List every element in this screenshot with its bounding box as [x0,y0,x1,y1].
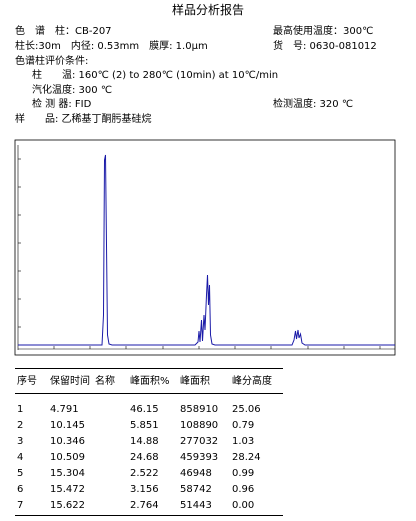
column-spec: 柱长:30m 内径: 0.53mm 膜厚: 1.0μm [15,41,208,52]
table-cell: 24.68 [130,452,159,463]
table-cell: 15.472 [50,484,85,495]
table-cell: 1 [17,404,24,415]
detector-temp: 检测温度: 320 ℃ [273,99,354,110]
report-title: 样品分析报告 [171,3,244,17]
table-cell: 10.145 [50,420,85,431]
sample: 样 品: 乙稀基丁酮肟基硅烷 [15,114,152,125]
table-cell: 10.509 [50,452,85,463]
table-cell: 58742 [180,484,212,495]
oven-temp: 柱 温: 160℃ (2) to 280℃ (10min) at 10℃/min [32,70,279,81]
table-cell: 0.99 [232,468,255,479]
chromatogram [14,139,396,356]
table-cell: 2 [17,420,24,431]
table-cell: 2.764 [130,500,159,511]
table-header-cell: 序号 [17,376,37,387]
table-cell: 15.304 [50,468,85,479]
table-cell: 108890 [180,420,219,431]
table-header-cell: 名称 [95,376,115,387]
table-cell: 1.03 [232,436,255,447]
table-cell: 0.79 [232,420,255,431]
axis-ticks [18,158,381,349]
signal-trace [18,154,395,346]
table-header-cell: 峰面积 [180,376,210,387]
table-cell: 10.346 [50,436,85,447]
table-cell: 7 [17,500,24,511]
table-cell: 46.15 [130,404,159,415]
table-header-cell: 峰面积% [130,376,170,387]
catalog-no: 货 号: 0630-081012 [273,41,377,52]
table-cell: 14.88 [130,436,159,447]
table-cell: 2.522 [130,468,159,479]
inlet-temp: 汽化温度: 300 ℃ [32,85,113,96]
table-header-cell: 保留时间 [50,376,90,387]
table-header-rule [15,393,283,394]
table-cell: 858910 [180,404,219,415]
table-cell: 25.06 [232,404,261,415]
table-bottom-rule [15,515,283,516]
table-cell: 459393 [180,452,219,463]
table-cell: 3.156 [130,484,159,495]
table-cell: 51443 [180,500,212,511]
max-temp: 最高使用温度：300℃ [273,26,374,37]
table-cell: 0.96 [232,484,255,495]
table-cell: 277032 [180,436,219,447]
table-cell: 5.851 [130,420,159,431]
table-cell: 15.622 [50,500,85,511]
conditions-heading: 色谱柱评价条件: [15,56,89,67]
table-cell: 5 [17,468,24,479]
table-cell: 3 [17,436,24,447]
table-cell: 46948 [180,468,212,479]
detector: 检 测 器: FID [32,99,92,110]
table-cell: 4.791 [50,404,79,415]
column-name: 色 谱 柱：CB-207 [15,26,112,37]
table-cell: 0.00 [232,500,255,511]
chart-frame [14,139,396,356]
table-header-cell: 峰分高度 [232,376,272,387]
table-cell: 28.24 [232,452,261,463]
table-cell: 4 [17,452,24,463]
table-cell: 6 [17,484,24,495]
table-top-rule [15,368,283,369]
